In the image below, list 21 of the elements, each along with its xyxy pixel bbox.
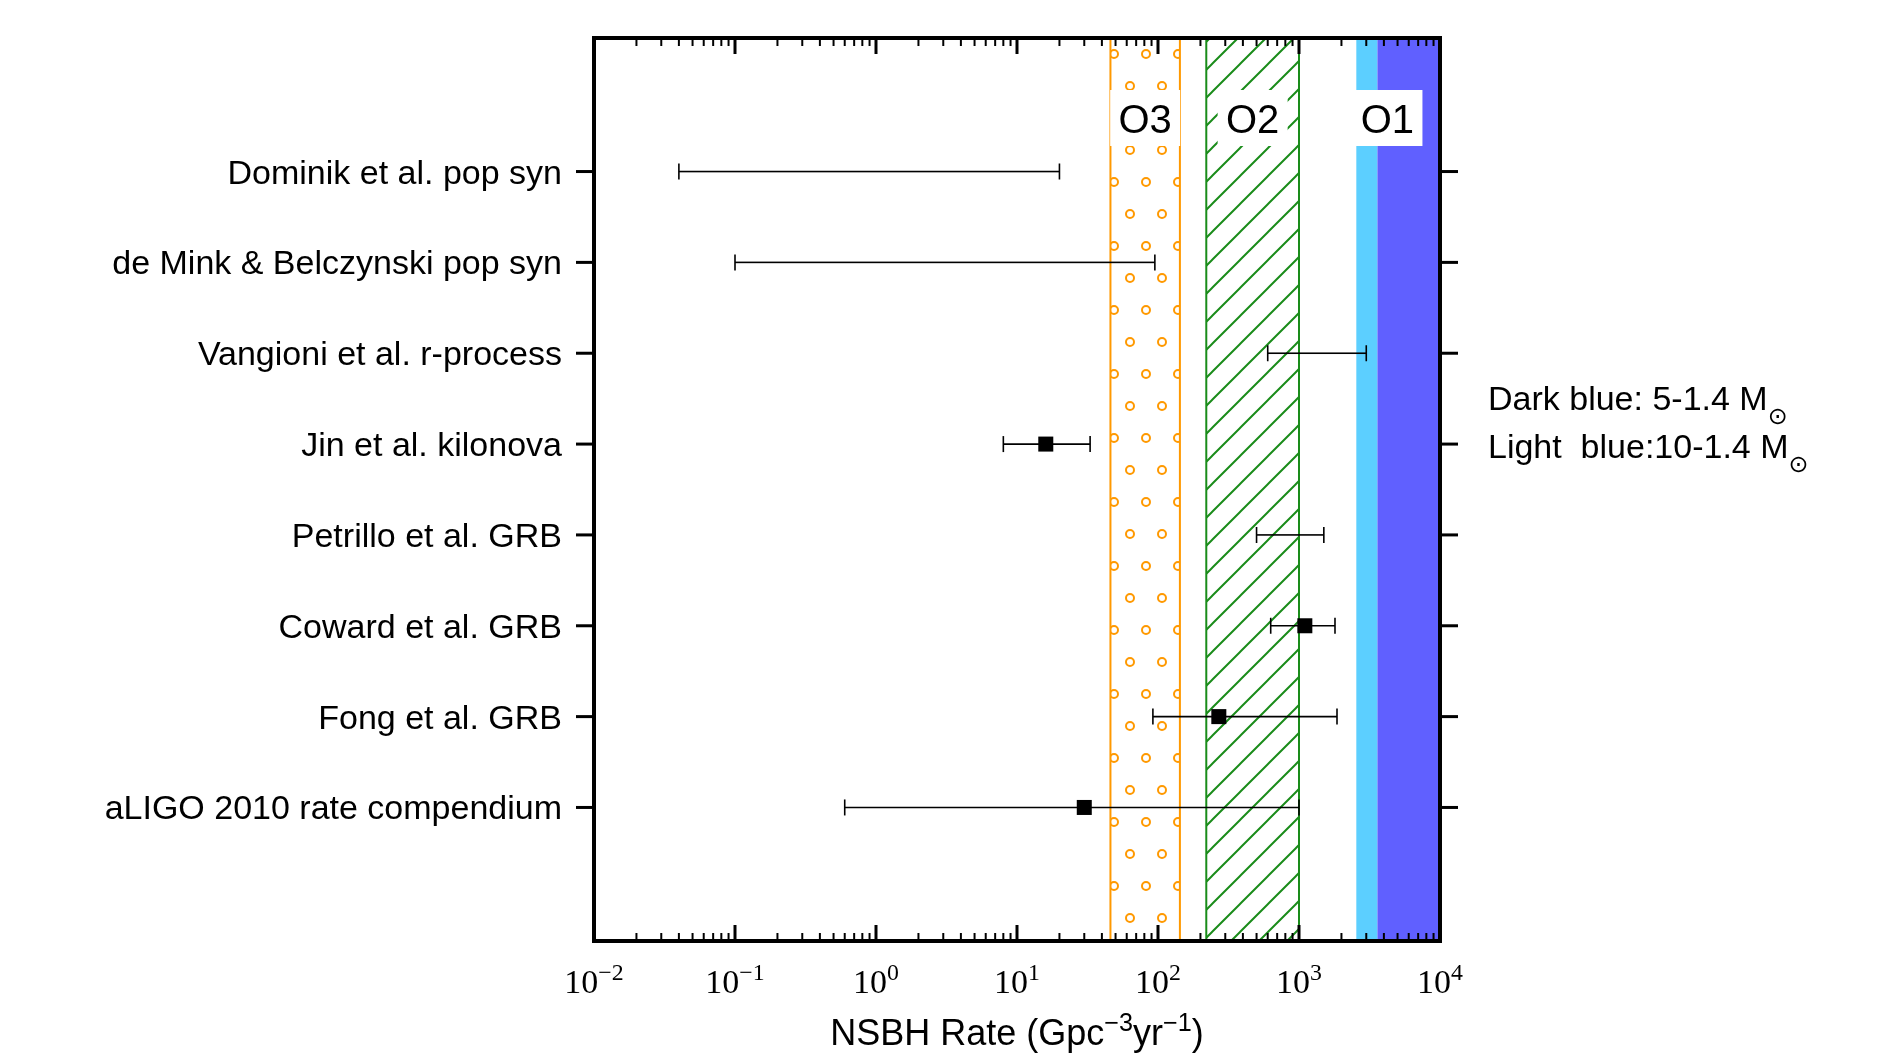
y-tick-label: Fong et al. GRB	[318, 697, 562, 736]
x-tick-label: 10$^{0}$	[853, 959, 899, 1000]
x-tick-label: 10$^{3}$	[1276, 959, 1322, 1000]
x-tick-label: 10$^{2}$	[1135, 959, 1181, 1000]
band-label: O2	[1225, 97, 1280, 141]
x-tick-label: 10$^{−1}$	[705, 959, 765, 1000]
text: Light blue:10-1.4 M$_{⊙}$	[1488, 427, 1809, 477]
x-axis-title: NSBH Rate (Gpc$^{−3}$yr$^{−1}$)	[830, 1008, 1204, 1053]
y-tick-label: de Mink & Belczynski pop syn	[112, 243, 562, 282]
y-tick-label: Vangioni et al. r-process	[197, 334, 562, 373]
x-tick-label: 10$^{1}$	[994, 959, 1040, 1000]
y-tick-label: aLIGO 2010 rate compendium	[104, 788, 562, 827]
band-label: O1	[1360, 97, 1415, 141]
y-tick-label: Jin et al. kilonova	[301, 425, 563, 464]
y-tick-label: Petrillo et al. GRB	[291, 515, 562, 554]
band-label: O3	[1118, 97, 1172, 141]
text: Dark blue: 5-1.4 M$_{⊙}$	[1488, 379, 1788, 429]
y-tick-label: Dominik et al. pop syn	[227, 152, 562, 191]
x-tick-label: 10$^{4}$	[1417, 959, 1464, 1000]
x-tick-label: 10$^{−2}$	[564, 959, 624, 1000]
y-tick-label: Coward et al. GRB	[278, 606, 562, 645]
